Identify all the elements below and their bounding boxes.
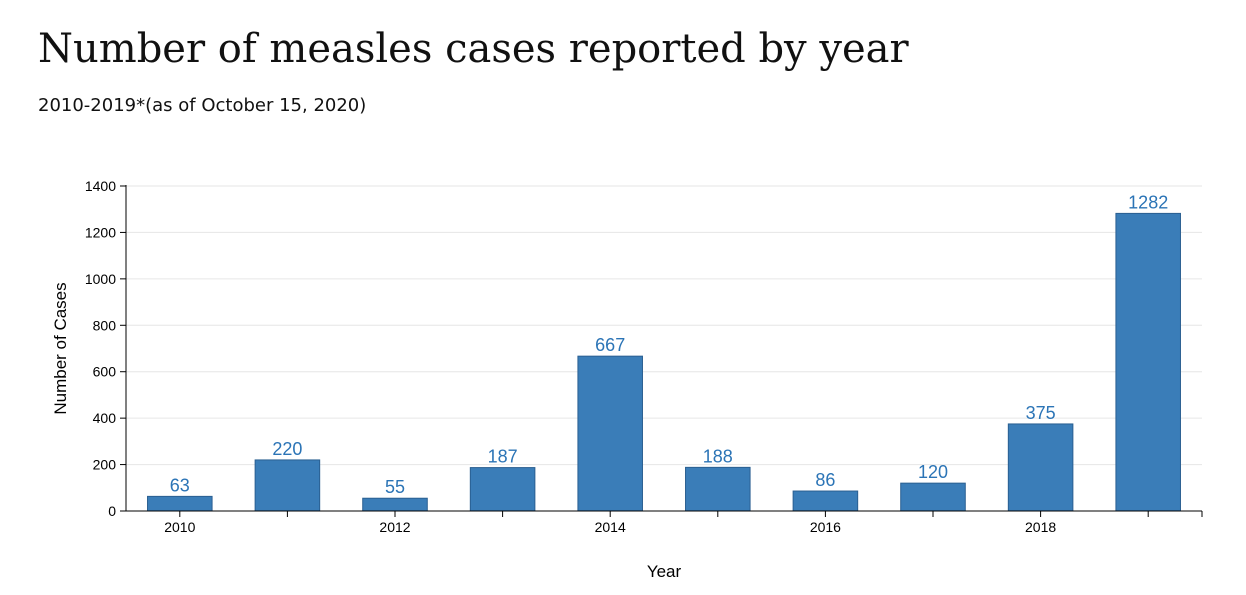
bar-2017 <box>900 482 966 512</box>
y-axis-title: Number of Cases <box>51 282 70 414</box>
bar-2015 <box>685 466 751 512</box>
bar-2010 <box>147 495 213 512</box>
data-label-2018: 375 <box>1026 403 1056 423</box>
y-tick-label: 1200 <box>85 224 116 240</box>
x-axis-title: Year <box>647 562 682 581</box>
axes: 0 200 400 600 800 1000 1200 1400 2010 2012 2014 201… <box>85 178 1203 535</box>
y-tick-label: 800 <box>93 317 117 333</box>
data-label-2012: 55 <box>385 477 405 497</box>
x-tick-label: 2014 <box>595 519 626 535</box>
data-label-2013: 187 <box>488 447 518 467</box>
bar-2011 <box>254 459 321 512</box>
x-tick-label: 2018 <box>1025 519 1056 535</box>
bar-2013 <box>469 467 536 512</box>
data-label-2016: 86 <box>815 470 835 490</box>
bar-2019 <box>1115 212 1181 512</box>
x-tick-label: 2012 <box>379 519 410 535</box>
data-label-2010: 63 <box>170 475 190 495</box>
data-label-2019: 1282 <box>1128 192 1168 212</box>
data-labels: 63 220 55 187 667 188 86 120 375 1282 <box>170 192 1168 497</box>
y-tick-label: 600 <box>93 364 117 380</box>
bar-2012 <box>362 497 428 512</box>
bar-2016 <box>792 490 859 512</box>
data-label-2011: 220 <box>272 439 302 459</box>
chart-subtitle: 2010-2019*(as of October 15, 2020) <box>38 95 367 116</box>
chart-title: Number of measles cases reported by year <box>38 26 909 72</box>
x-tick-label: 2016 <box>810 519 841 535</box>
data-label-2017: 120 <box>918 462 948 482</box>
y-tick-label: 200 <box>93 457 117 473</box>
bar-2014 <box>577 355 643 512</box>
y-tick-label: 400 <box>93 410 117 426</box>
data-label-2015: 188 <box>703 446 733 466</box>
y-tick-label: 1000 <box>85 271 116 287</box>
y-tick-label: 0 <box>108 503 116 519</box>
y-tick-label: 1400 <box>85 178 116 194</box>
data-label-2014: 667 <box>595 335 625 355</box>
bars <box>147 212 1181 512</box>
bar-2018 <box>1007 423 1074 512</box>
x-tick-label: 2010 <box>164 519 195 535</box>
